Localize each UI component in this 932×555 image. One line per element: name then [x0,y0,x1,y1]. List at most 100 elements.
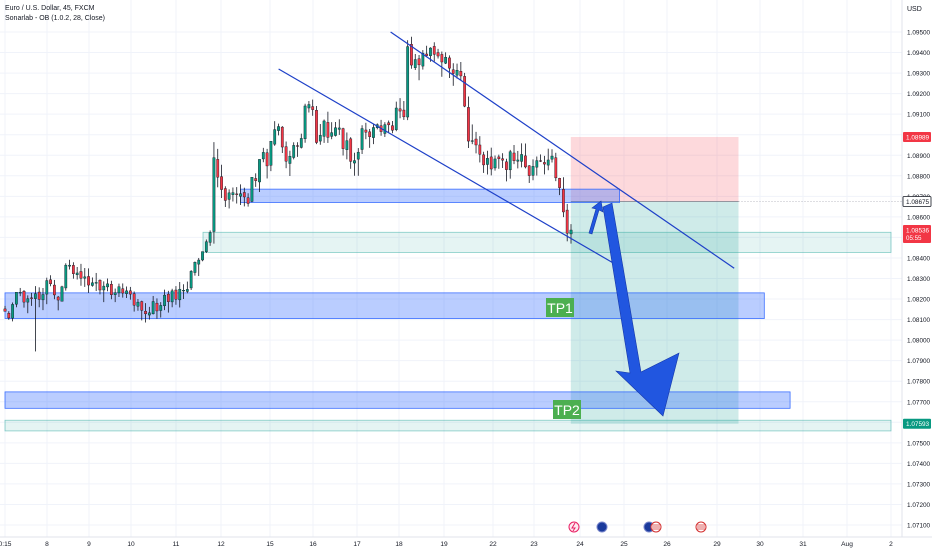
candle-body [459,71,463,77]
candle-body [429,47,432,57]
candle-body [113,292,117,295]
candle-body [166,293,170,302]
price-tick: 1.07400 [907,461,931,468]
candle-body [448,57,451,69]
candle-body [106,283,109,288]
candle-body [239,193,242,197]
economic-events[interactable] [568,521,707,533]
candle-body [486,158,489,165]
candle-body [554,157,558,179]
candle-body [98,279,102,291]
candle-body [413,59,417,68]
stop-loss-area[interactable] [570,136,739,202]
price-tick: 1.09100 [907,112,931,119]
pullback-arrow[interactable] [588,200,604,235]
candle-body [527,165,531,176]
tp2-label-box [553,400,581,419]
price-tick: 1.08000 [907,338,931,345]
candle-body [30,297,33,299]
candle-body [220,176,223,190]
candle-body [387,122,391,126]
time-axis[interactable]: 0:15 8 9 10 11 12 15 16 17 18 19 22 23 24 25 26 29 30 31 Au… [0,536,932,550]
price-tick: 1.07700 [907,399,931,406]
candle-body [280,126,284,148]
price-badge[interactable] [903,131,931,142]
candle-body [208,232,212,243]
entry-band [202,231,892,253]
candle-body [345,140,349,150]
candle-body [546,159,550,166]
candle-body [402,109,406,118]
candle-body [406,46,410,118]
order-block-low[interactable] [4,391,791,409]
candle-body [26,298,30,303]
candle-body [265,152,269,167]
time-tick: 2 [889,541,893,548]
candle-body [296,145,299,147]
time-tick: 24 [576,541,584,548]
price-badge[interactable] [903,225,931,244]
candle-body [505,161,508,170]
time-tick: 29 [713,541,721,548]
trend-channel[interactable] [278,31,735,269]
order-block-mid[interactable] [4,292,765,319]
candle-body [11,304,14,319]
eu-event-icon[interactable] [596,521,608,533]
candle-body [474,138,478,146]
candle-body [136,301,140,307]
price-tick: 1.08600 [907,214,931,221]
price-tick: 1.09500 [907,30,931,37]
price-axis-bg [902,0,932,537]
indicator-legend[interactable]: Sonarlab - OB (1.0.2, 28, Close) [5,15,105,22]
tp2-label: TP2 [554,402,580,418]
target-labels[interactable]: TP1 TP2 [546,298,581,419]
time-tick: 22 [489,541,497,548]
price-tick: 1.07300 [907,481,931,488]
candle-body [121,288,125,294]
price-tick: 1.08100 [907,317,931,324]
candle-body [520,154,523,162]
candle-body [212,157,216,232]
candle-body [288,156,292,164]
direction-arrows[interactable] [588,200,680,417]
candle-body [482,154,486,166]
candle-body [117,286,121,294]
candle-body [185,289,189,292]
candle-body [436,52,440,57]
candle-body [204,241,208,252]
candle-body [372,127,375,138]
currency-label[interactable]: USD [907,6,922,13]
candle-body [326,122,330,138]
price-badge[interactable] [902,196,932,207]
candle-body [250,177,254,202]
time-tick: 8 [45,541,49,548]
us-flag-stripes [652,524,660,530]
time-tick: 9 [87,541,91,548]
price-tick: 1.08900 [907,153,931,160]
price-tick: 1.08800 [907,173,931,180]
channel-lower-line[interactable] [278,68,616,265]
price-axis[interactable]: 1.095001.094001.093001.092001.091001.090… [901,0,932,537]
time-tick: 23 [530,541,538,548]
target-band [4,419,892,432]
symbol-title[interactable]: Euro / U.S. Dollar, 45, FXCM [5,5,95,12]
candle-body [79,271,83,279]
candle-body [34,293,37,299]
bearish-target-arrow[interactable] [602,202,680,417]
candle-body [322,120,326,137]
flash-event-icon[interactable] [568,521,580,533]
price-tick: 1.08200 [907,297,931,304]
candle-body [18,292,22,294]
candle-body [440,54,444,63]
candle-body [216,159,220,178]
time-tick: 16 [309,541,317,548]
price-tick: 1.08400 [907,255,931,262]
candle-body [132,293,136,306]
price-badge[interactable] [903,418,931,429]
price-badge-text: 1.07593 [906,421,930,428]
channel-upper-line[interactable] [390,31,735,269]
candle-body [565,209,569,234]
time-axis-bg [0,537,932,550]
